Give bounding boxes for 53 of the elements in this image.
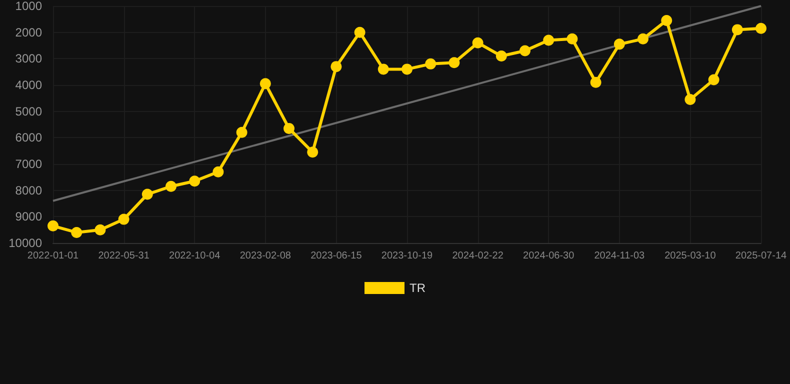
y-tick-label: 3000 <box>15 52 42 66</box>
point <box>708 74 720 86</box>
point <box>448 57 460 68</box>
point <box>638 33 648 44</box>
y-tick-label: 5000 <box>15 104 42 118</box>
point <box>732 24 743 36</box>
x-tick-label: 2023-06-15 <box>310 250 362 262</box>
x-tick-label: 2023-10-19 <box>381 250 434 262</box>
x-tick-label: 2022-10-04 <box>169 250 221 262</box>
point <box>402 64 412 75</box>
x-tick-label: 2024-06-30 <box>523 250 575 262</box>
y-tick-label: 6000 <box>15 130 42 145</box>
y-tick-label: 7000 <box>15 157 42 171</box>
x-tick-label: 2024-11-03 <box>594 250 646 262</box>
point <box>661 14 672 26</box>
point <box>590 76 602 88</box>
point <box>756 22 766 34</box>
y-tick-label: 1000 <box>15 0 42 13</box>
point <box>684 94 696 105</box>
point <box>166 180 176 192</box>
y-tick-label: 10000 <box>8 236 42 250</box>
x-tick-label: 2022-01-01 <box>27 250 80 262</box>
y-tick-label: 8000 <box>15 183 42 198</box>
point <box>614 38 625 50</box>
x-tick-label: 2022-05-31 <box>98 250 150 262</box>
x-tick-label: 2023-02-08 <box>240 250 292 262</box>
point <box>378 64 389 75</box>
point <box>472 37 484 48</box>
point <box>94 224 106 236</box>
legend-label: TR <box>410 281 426 295</box>
point <box>48 220 58 232</box>
point <box>142 188 153 200</box>
point <box>118 214 130 225</box>
point <box>330 61 342 72</box>
y-tick-label: 4000 <box>15 78 42 92</box>
x-tick-label: 2025-07-14 <box>735 250 788 262</box>
point <box>566 33 578 44</box>
point <box>496 50 507 62</box>
point <box>260 78 271 90</box>
point <box>543 34 554 46</box>
y-tick-label: 2000 <box>15 25 42 40</box>
point <box>354 26 366 38</box>
point <box>236 126 248 138</box>
point <box>307 146 318 158</box>
y-tick-label: 9000 <box>15 210 42 224</box>
point <box>71 226 82 238</box>
point <box>425 58 436 70</box>
point <box>520 45 530 56</box>
point <box>212 166 224 178</box>
point <box>284 122 294 134</box>
x-tick-label: 2024-02-22 <box>452 250 504 262</box>
x-tick-label: 2025-03-10 <box>664 250 716 262</box>
point <box>189 176 200 187</box>
